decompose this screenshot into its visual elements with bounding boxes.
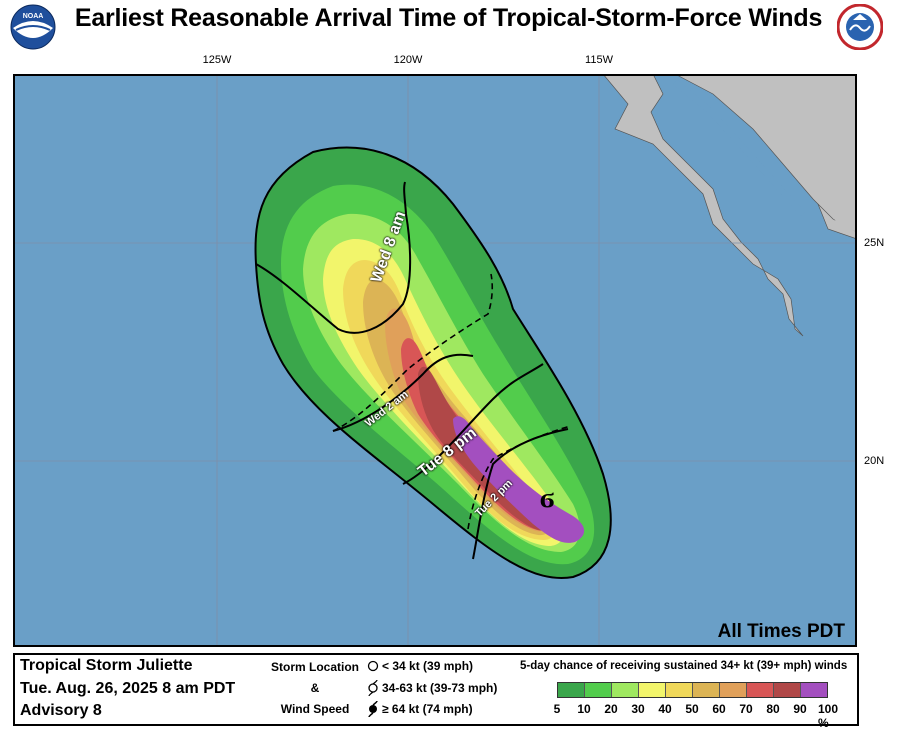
swatch-20 [612,683,639,697]
swatch-40 [666,683,693,697]
tick-100: 100 % [818,702,839,730]
swatch-80 [774,683,801,697]
tick-20: 20 [604,702,618,716]
storm-name: Tropical Storm Juliette [20,657,193,674]
tick-50: 50 [685,702,699,716]
land-baja [602,74,804,337]
swatch-5 [558,683,585,697]
tick-70: 70 [739,702,753,716]
wind-speed-label: Wind Speed [280,702,350,716]
tick-80: 80 [766,702,780,716]
tick-10: 10 [577,702,591,716]
storm-label: 34-63 kt (39-73 mph) [382,681,498,695]
hurricane-icon [368,701,378,717]
lon-label-115w: 115W [585,54,613,66]
page-title: Earliest Reasonable Arrival Time of Trop… [74,4,823,32]
nws-logo [836,3,884,51]
swatch-70 [747,683,774,697]
wind-probability-contours [255,147,611,579]
legend-depression-row: < 34 kt (39 mph) [367,659,473,673]
storm-location-label: Storm Location [270,660,359,674]
tick-30: 30 [631,702,645,716]
lat-label-20n: 20N [864,455,885,467]
scale-ticks: 5 10 20 30 40 50 60 70 80 90 100 % [546,702,866,730]
swatch-10 [585,683,612,697]
tick-60: 60 [712,702,726,716]
tropical-storm-icon [368,680,378,696]
swatch-60 [720,683,747,697]
tropical-storm-icon: ϭ [540,481,554,514]
swatch-90 [801,683,827,697]
lon-label-125w: 125W [202,54,232,66]
swatch-50 [693,683,720,697]
timezone-note: All Times PDT [717,621,845,642]
color-scale [557,682,828,698]
legend-storm-row: 34-63 kt (39-73 mph) [367,680,497,696]
legend-hurricane-row: ≥ 64 kt (74 mph) [367,701,473,717]
forecast-map: ϭ Wed 8 am Tue 8 pm Wed 2 am Tue 2 pm [13,74,857,647]
ampersand-label: & [310,681,320,695]
lat-label-25n: 25N [864,237,885,249]
probability-title: 5-day chance of receiving sustained 34+ … [520,660,848,672]
lon-label-120w: 120W [393,54,423,66]
depression-label: < 34 kt (39 mph) [382,659,474,673]
depression-icon [367,660,379,672]
tick-90: 90 [793,702,807,716]
advisory-date: Tue. Aug. 26, 2025 8 am PDT [20,680,236,697]
tick-40: 40 [658,702,672,716]
time-contours [254,146,612,579]
advisory-number: Advisory 8 [20,702,102,719]
swatch-30 [639,683,666,697]
dashed-time-contours [332,273,572,530]
tick-5: 5 [553,702,561,716]
svg-text:NOAA: NOAA [23,13,44,20]
legend-panel: Tropical Storm Juliette Tue. Aug. 26, 20… [13,653,859,730]
noaa-logo: NOAA [10,4,56,50]
hurricane-label: ≥ 64 kt (74 mph) [382,702,473,716]
